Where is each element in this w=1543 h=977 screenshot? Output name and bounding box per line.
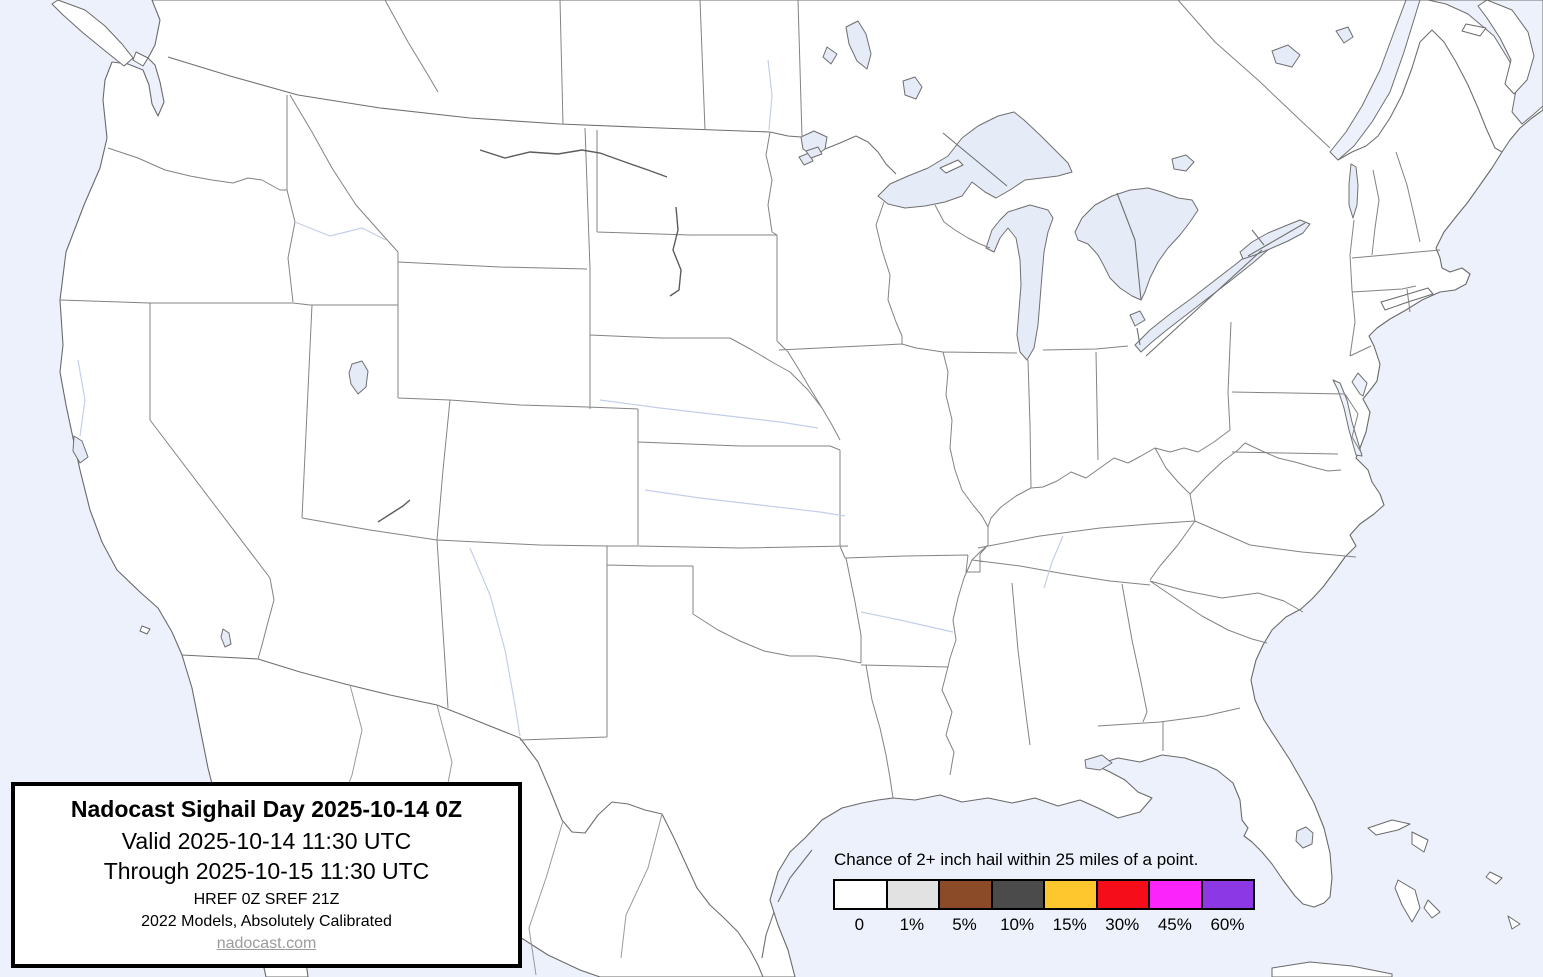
arkansas-lower [860, 611, 954, 633]
forecast-valid-time: Valid 2025-10-14 11:30 UTC [121, 828, 412, 854]
snake-river [294, 221, 387, 241]
catalina-island [139, 625, 151, 635]
legend-color-scale [833, 879, 1255, 910]
lake-okeechobee [1295, 826, 1314, 849]
vancouver-island [51, 0, 134, 67]
legend-labels: 0 1% 5% 10% 15% 30% 45% 60% [833, 915, 1255, 935]
state-borders [59, 94, 1441, 799]
tennessee-river [1043, 535, 1064, 589]
legend-swatch-1 [885, 879, 940, 910]
great-salt-lake [348, 360, 369, 395]
legend-label-10: 10% [1000, 915, 1035, 934]
legend-label-5: 5% [952, 915, 977, 934]
delaware-bay [1351, 372, 1368, 397]
rio-grande-upper [469, 547, 521, 737]
bahamas-eleuthera [1423, 899, 1441, 919]
long-island [1380, 287, 1434, 311]
quebec-lake-2 [1335, 26, 1354, 44]
bahamas-cay-1 [1485, 871, 1503, 885]
forecast-info-box: Nadocast Sighail Day 2025-10-14 0Z Valid… [11, 782, 522, 968]
lake-nipigon [902, 76, 923, 100]
forecast-model-sources: HREF 0Z SREF 21Z [193, 891, 340, 908]
salton-sea [220, 628, 232, 648]
legend-label-15: 15% [1052, 915, 1087, 934]
lake-winnipeg [845, 20, 872, 70]
red-river-north [767, 59, 773, 131]
forecast-title: Nadocast Sighail Day 2025-10-14 0Z [70, 796, 463, 822]
legend-swatch-15 [1043, 879, 1098, 910]
lake-champlain [1348, 163, 1359, 219]
chesapeake-bay [1332, 379, 1363, 457]
forecast-through-time: Through 2025-10-15 11:30 UTC [103, 858, 430, 884]
lake-st-clair [1129, 310, 1146, 327]
legend-swatch-5 [938, 879, 993, 910]
legend-title: Chance of 2+ inch hail within 25 miles o… [834, 850, 1199, 869]
legend-label-0: 0 [854, 915, 865, 934]
sacramento-river [77, 359, 86, 437]
legend-swatch-10 [990, 879, 1045, 910]
hail-probability-legend: Chance of 2+ inch hail within 25 miles o… [833, 850, 1255, 935]
prince-edward-island [1461, 23, 1487, 37]
bahamas-andros [1394, 879, 1421, 923]
lake-huron [1074, 187, 1199, 301]
canada-border [167, 29, 1503, 357]
bahamas-grand-bahama [1367, 819, 1411, 836]
legend-label-60: 60% [1210, 915, 1245, 934]
legend-label-30: 30% [1105, 915, 1140, 934]
quebec-lake-1 [1271, 44, 1301, 68]
website-line: nadocast.com [15, 933, 518, 955]
legend-swatch-60 [1200, 879, 1255, 910]
nadocast-website-link[interactable]: nadocast.com [216, 935, 317, 952]
lake-simcoe [1171, 154, 1195, 172]
bahamas-cay-2 [1507, 915, 1521, 930]
missouri-river [479, 149, 682, 297]
arkansas-river [644, 489, 846, 517]
mexico-border [181, 654, 764, 977]
bahamas-abaco [1411, 831, 1429, 853]
province-borders [384, 0, 1331, 149]
san-juan-river [377, 499, 411, 523]
forecast-calibration-note: 2022 Models, Absolutely Calibrated [141, 913, 392, 930]
legend-swatch-45 [1148, 879, 1203, 910]
lake-michigan [985, 204, 1054, 361]
legend-swatch-0 [833, 879, 888, 910]
gulf-island [132, 51, 149, 67]
cuba-coast [1271, 961, 1393, 977]
platte-river [599, 399, 819, 429]
legend-label-45: 45% [1157, 915, 1192, 934]
legend-label-1: 1% [899, 915, 925, 934]
devils-lake [805, 146, 823, 159]
san-francisco-bay [72, 435, 89, 464]
nova-scotia [1477, 0, 1535, 95]
lake-manitoba [822, 46, 838, 65]
lake-pontchartrain [1084, 754, 1113, 771]
isle-royale [939, 159, 964, 174]
legend-swatch-30 [1095, 879, 1150, 910]
texas-barrier-islands [761, 849, 813, 959]
